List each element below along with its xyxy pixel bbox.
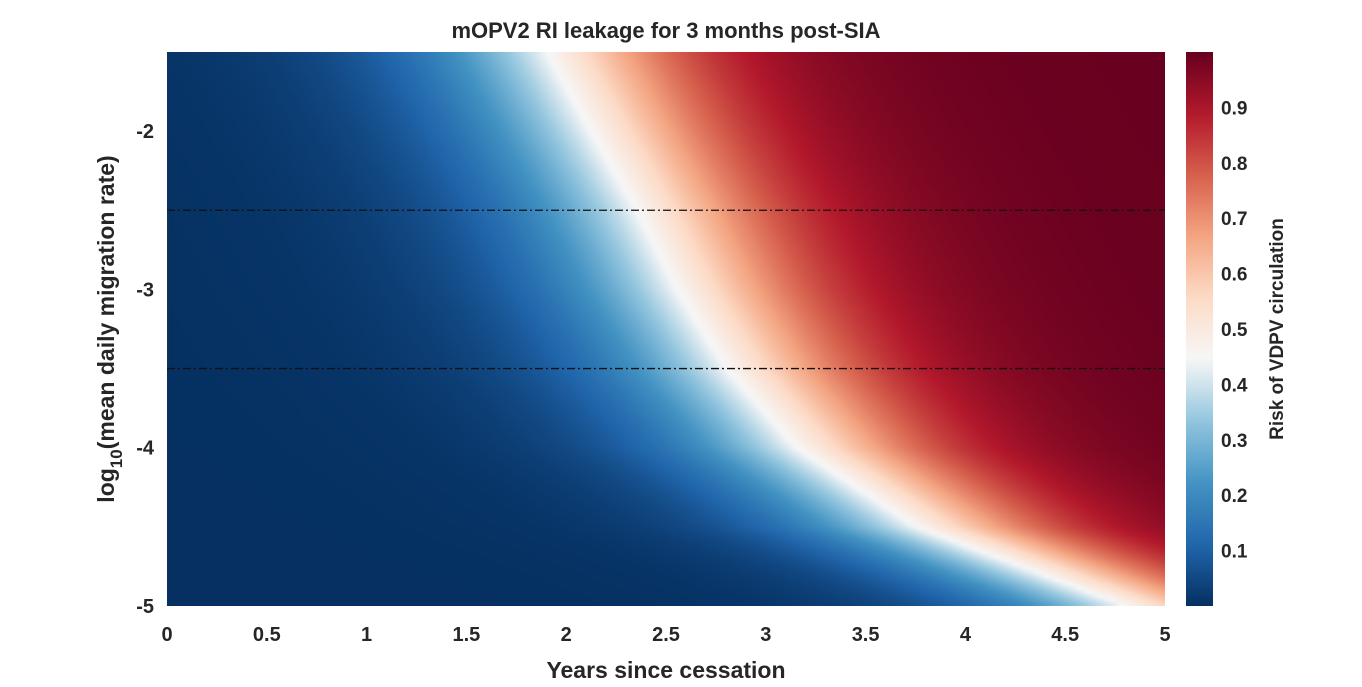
colorbar-gradient — [1186, 52, 1213, 606]
colorbar-tick-label: 0.8 — [1221, 154, 1247, 175]
x-axis: 0 0.5 1 1.5 2 2.5 3 3.5 4 4.5 5 — [161, 624, 1170, 646]
colorbar-label: Risk of VDPV circulation — [1267, 218, 1288, 440]
colorbar-tick-label: 0.7 — [1221, 209, 1247, 230]
colorbar-tick-label: 0.1 — [1221, 542, 1248, 563]
x-tick-label: 1.5 — [452, 624, 480, 646]
x-tick-label: 2 — [561, 624, 572, 646]
colorbar-tick-label: 0.5 — [1221, 320, 1248, 341]
colorbar-tick-label: 0.9 — [1221, 98, 1247, 119]
colorbar-tick-label: 0.6 — [1221, 265, 1247, 286]
y-tick-label: -5 — [136, 596, 154, 618]
x-tick-label: 5 — [1159, 624, 1170, 646]
x-tick-label: 4.5 — [1051, 624, 1079, 646]
heatmap-image — [167, 52, 1165, 606]
y-axis-label: log10(mean daily migration rate) — [93, 155, 126, 502]
x-axis-label: Years since cessation — [546, 657, 785, 683]
x-tick-label: 0 — [161, 624, 172, 646]
x-tick-label: 1 — [361, 624, 372, 646]
x-tick-label: 0.5 — [253, 624, 281, 646]
colorbar-tick-label: 0.4 — [1221, 375, 1248, 396]
x-tick-label: 4 — [960, 624, 972, 646]
x-tick-label: 3 — [760, 624, 771, 646]
y-axis-label-suffix: (mean daily migration rate) — [93, 155, 119, 449]
colorbar-tick-label: 0.2 — [1221, 486, 1247, 507]
y-tick-label: -3 — [136, 279, 154, 301]
colorbar — [1186, 52, 1213, 606]
x-tick-label: 2.5 — [652, 624, 680, 646]
heatmap — [167, 52, 1165, 606]
colorbar-tick-label: 0.3 — [1221, 431, 1247, 452]
chart-title: mOPV2 RI leakage for 3 months post-SIA — [451, 18, 880, 43]
y-axis-label-prefix: log — [93, 468, 119, 503]
highlight-band — [167, 209, 1165, 370]
y-axis: -2 -3 -4 -5 — [136, 121, 155, 618]
y-tick-label: -4 — [136, 438, 155, 460]
y-axis-label-subscript: 10 — [107, 449, 126, 468]
x-tick-label: 3.5 — [852, 624, 880, 646]
colorbar-ticks: 0.1 0.2 0.3 0.4 0.5 0.6 0.7 0.8 0.9 — [1221, 98, 1248, 562]
y-tick-label: -2 — [136, 121, 154, 143]
